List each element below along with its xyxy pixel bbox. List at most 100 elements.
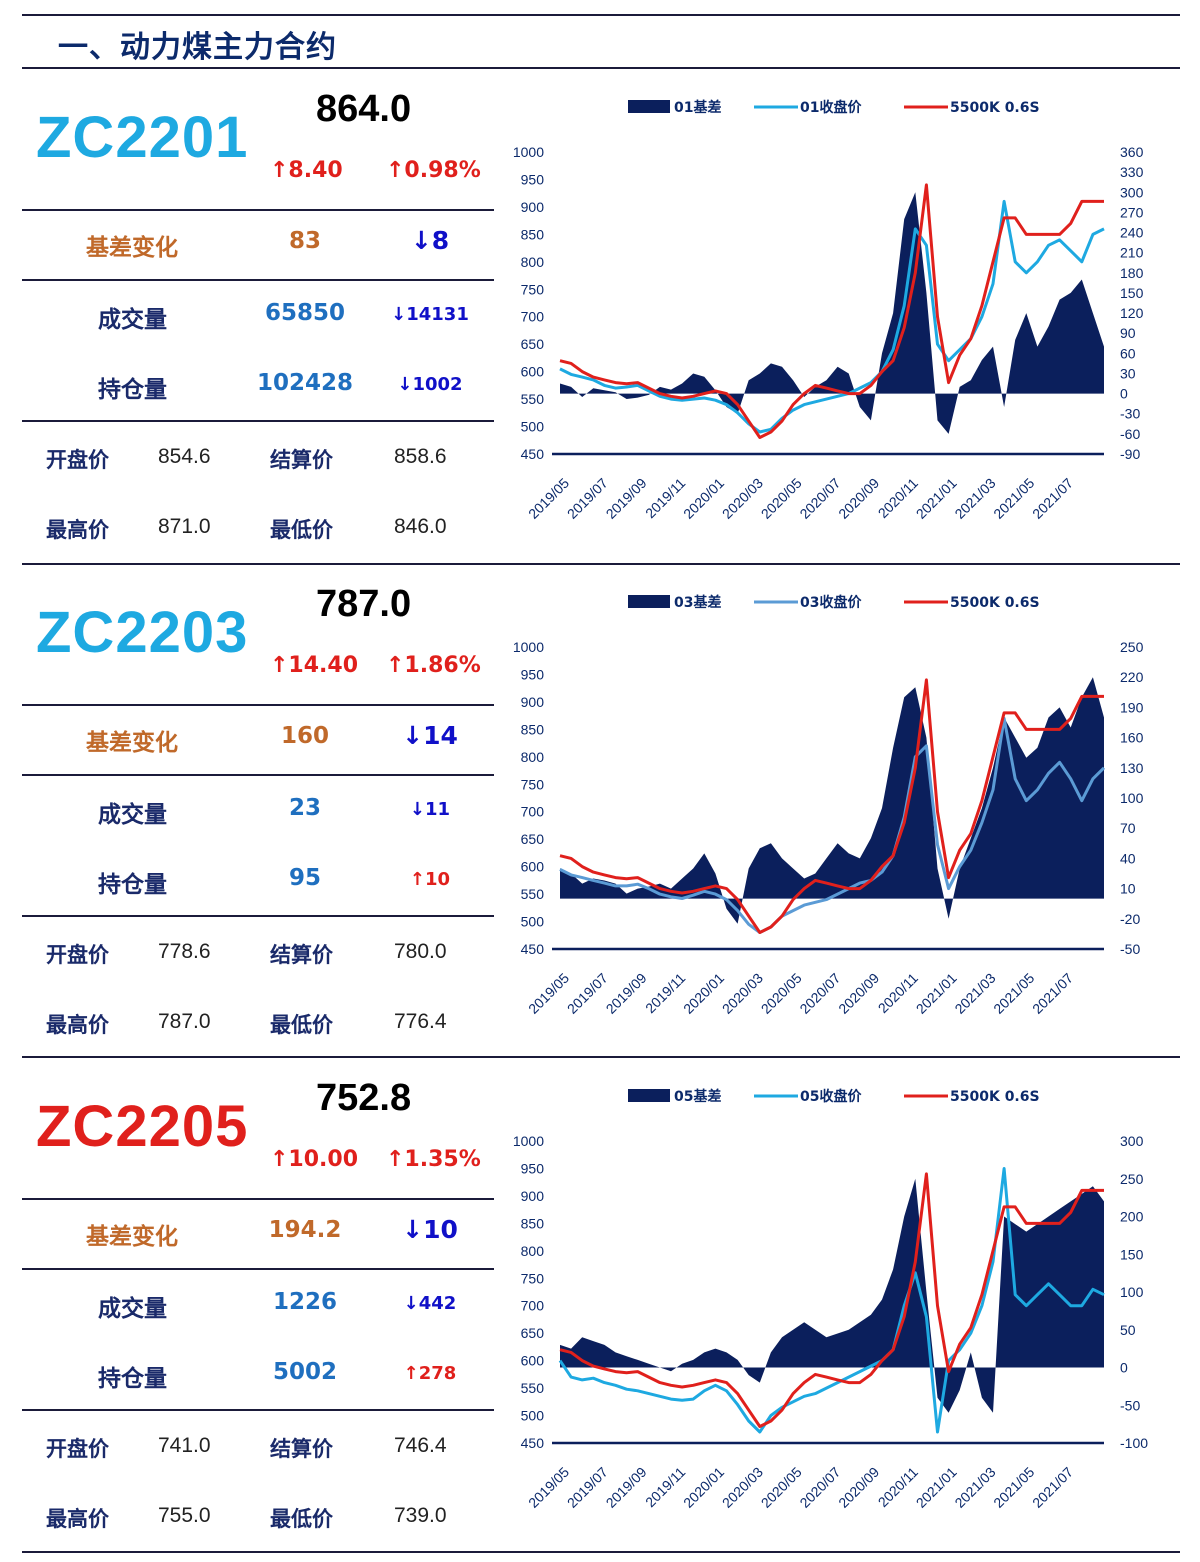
low-value: 739.0 — [394, 1504, 447, 1527]
panel-divider — [22, 563, 1180, 565]
table-rule — [22, 1268, 494, 1270]
left-tick-label: 950 — [521, 1160, 545, 1176]
left-tick-label: 900 — [521, 694, 545, 710]
left-tick-label: 800 — [521, 254, 545, 270]
right-tick-label: 150 — [1120, 285, 1144, 301]
legend-swatch — [628, 595, 670, 608]
left-tick-label: 1000 — [513, 639, 544, 655]
right-tick-label: 210 — [1120, 245, 1144, 261]
title-rule — [22, 67, 1180, 69]
x-tick-label: 2019/09 — [603, 475, 650, 522]
x-tick-label: 2020/03 — [719, 970, 766, 1017]
right-tick-label: 70 — [1120, 820, 1136, 836]
x-tick-label: 2020/11 — [875, 1464, 922, 1511]
right-tick-label: 270 — [1120, 204, 1144, 220]
left-tick-label: 850 — [521, 1215, 545, 1231]
table-rule — [22, 209, 494, 211]
right-tick-label: 240 — [1120, 225, 1144, 241]
open-label: 开盘价 — [46, 943, 109, 967]
legend-swatch — [628, 1089, 670, 1102]
table-rule — [22, 279, 494, 281]
left-tick-label: 500 — [521, 1408, 545, 1424]
settle-value: 858.6 — [394, 445, 447, 468]
panel-divider — [22, 1056, 1180, 1058]
price-change-pct: ↑1.86% — [386, 653, 481, 678]
left-tick-label: 750 — [521, 776, 545, 792]
left-tick-label: 550 — [521, 886, 545, 902]
basis-price-chart: 05基差 05收盘价 5500K 0.6S 1000 950 900 850 800 750 70… — [496, 1059, 1200, 1553]
right-tick-label: 180 — [1120, 265, 1144, 281]
left-tick-label: 700 — [521, 804, 545, 820]
x-tick-label: 2021/01 — [913, 970, 960, 1017]
basis-value: 194.2 — [268, 1217, 342, 1243]
basis-value: 83 — [288, 228, 321, 254]
x-tick-label: 2020/09 — [835, 475, 882, 522]
x-tick-label: 2021/03 — [951, 475, 998, 522]
reference-price-line — [559, 1172, 1104, 1428]
right-tick-label: 190 — [1120, 699, 1144, 715]
chart-svg: 03基差 03收盘价 5500K 0.6S 1000 950 900 850 800 750 70… — [513, 594, 1144, 1017]
settle-label: 结算价 — [270, 1437, 333, 1461]
low-value: 776.4 — [394, 1010, 447, 1033]
x-tick-label: 2020/01 — [680, 1464, 727, 1511]
left-tick-label: 500 — [521, 419, 545, 435]
legend-entry: 5500K 0.6S — [950, 1089, 1040, 1105]
legend-swatch — [628, 100, 670, 113]
x-tick-label: 2021/03 — [951, 970, 998, 1017]
x-tick-label: 2019/09 — [603, 1464, 650, 1511]
right-tick-label: 330 — [1120, 164, 1144, 180]
left-tick-label: 550 — [521, 391, 545, 407]
left-tick-label: 600 — [521, 859, 545, 875]
open-label: 开盘价 — [46, 1437, 109, 1461]
right-tick-label: -90 — [1120, 446, 1140, 462]
volume-delta: ↓442 — [403, 1293, 457, 1314]
open-interest-delta: ↓1002 — [397, 374, 463, 395]
legend-entry: 03收盘价 — [800, 594, 862, 611]
left-tick-label: 750 — [521, 1270, 545, 1286]
left-tick-label: 650 — [521, 336, 545, 352]
right-tick-label: 200 — [1120, 1209, 1144, 1225]
last-price: 787.0 — [316, 583, 412, 625]
basis-delta: ↓10 — [402, 1215, 458, 1244]
contract-code: ZC2201 — [36, 105, 249, 170]
basis-value: 160 — [280, 723, 329, 749]
volume-value: 23 — [288, 795, 321, 821]
right-tick-label: 30 — [1120, 365, 1136, 381]
left-tick-label: 950 — [521, 666, 545, 682]
low-label: 最低价 — [270, 1507, 333, 1531]
right-tick-label: -30 — [1120, 406, 1140, 422]
x-tick-label: 2019/07 — [564, 475, 611, 522]
x-tick-label: 2019/05 — [525, 970, 572, 1017]
contract-panel-zc2201: ZC2201 864.0 ↑8.40 ↑0.98% 基差变化 83 ↓8 成交量 65850 ↓1… — [0, 70, 1200, 564]
right-tick-label: 160 — [1120, 730, 1144, 746]
settle-label: 结算价 — [270, 448, 333, 472]
right-tick-label: -50 — [1120, 1397, 1140, 1413]
x-tick-label: 2019/09 — [603, 970, 650, 1017]
x-tick-label: 2021/07 — [1029, 475, 1076, 522]
close-price-line — [559, 716, 1106, 934]
open-interest-label: 持仓量 — [98, 1366, 167, 1392]
left-tick-label: 1000 — [513, 1133, 544, 1149]
left-tick-label: 900 — [521, 199, 545, 215]
x-tick-label: 2020/05 — [758, 1464, 805, 1511]
high-label: 最高价 — [46, 1013, 109, 1037]
x-tick-label: 2020/01 — [680, 970, 727, 1017]
right-tick-label: -50 — [1120, 941, 1140, 957]
x-tick-label: 2020/11 — [875, 970, 922, 1017]
open-interest-delta: ↑278 — [403, 1363, 457, 1384]
volume-label: 成交量 — [98, 307, 167, 333]
volume-delta: ↓11 — [409, 799, 451, 820]
volume-label: 成交量 — [98, 1296, 167, 1322]
x-tick-label: 2021/01 — [913, 475, 960, 522]
x-tick-label: 2019/11 — [642, 970, 689, 1017]
x-tick-label: 2020/05 — [758, 475, 805, 522]
right-tick-label: 130 — [1120, 760, 1144, 776]
reference-price-line — [559, 678, 1104, 934]
high-value: 871.0 — [158, 515, 211, 538]
right-tick-label: 250 — [1120, 1171, 1144, 1187]
x-tick-label: 2020/03 — [719, 475, 766, 522]
settle-value: 780.0 — [394, 940, 447, 963]
left-tick-label: 800 — [521, 1243, 545, 1259]
open-interest-value: 95 — [288, 865, 321, 891]
bottom-rule — [22, 1551, 1180, 1553]
